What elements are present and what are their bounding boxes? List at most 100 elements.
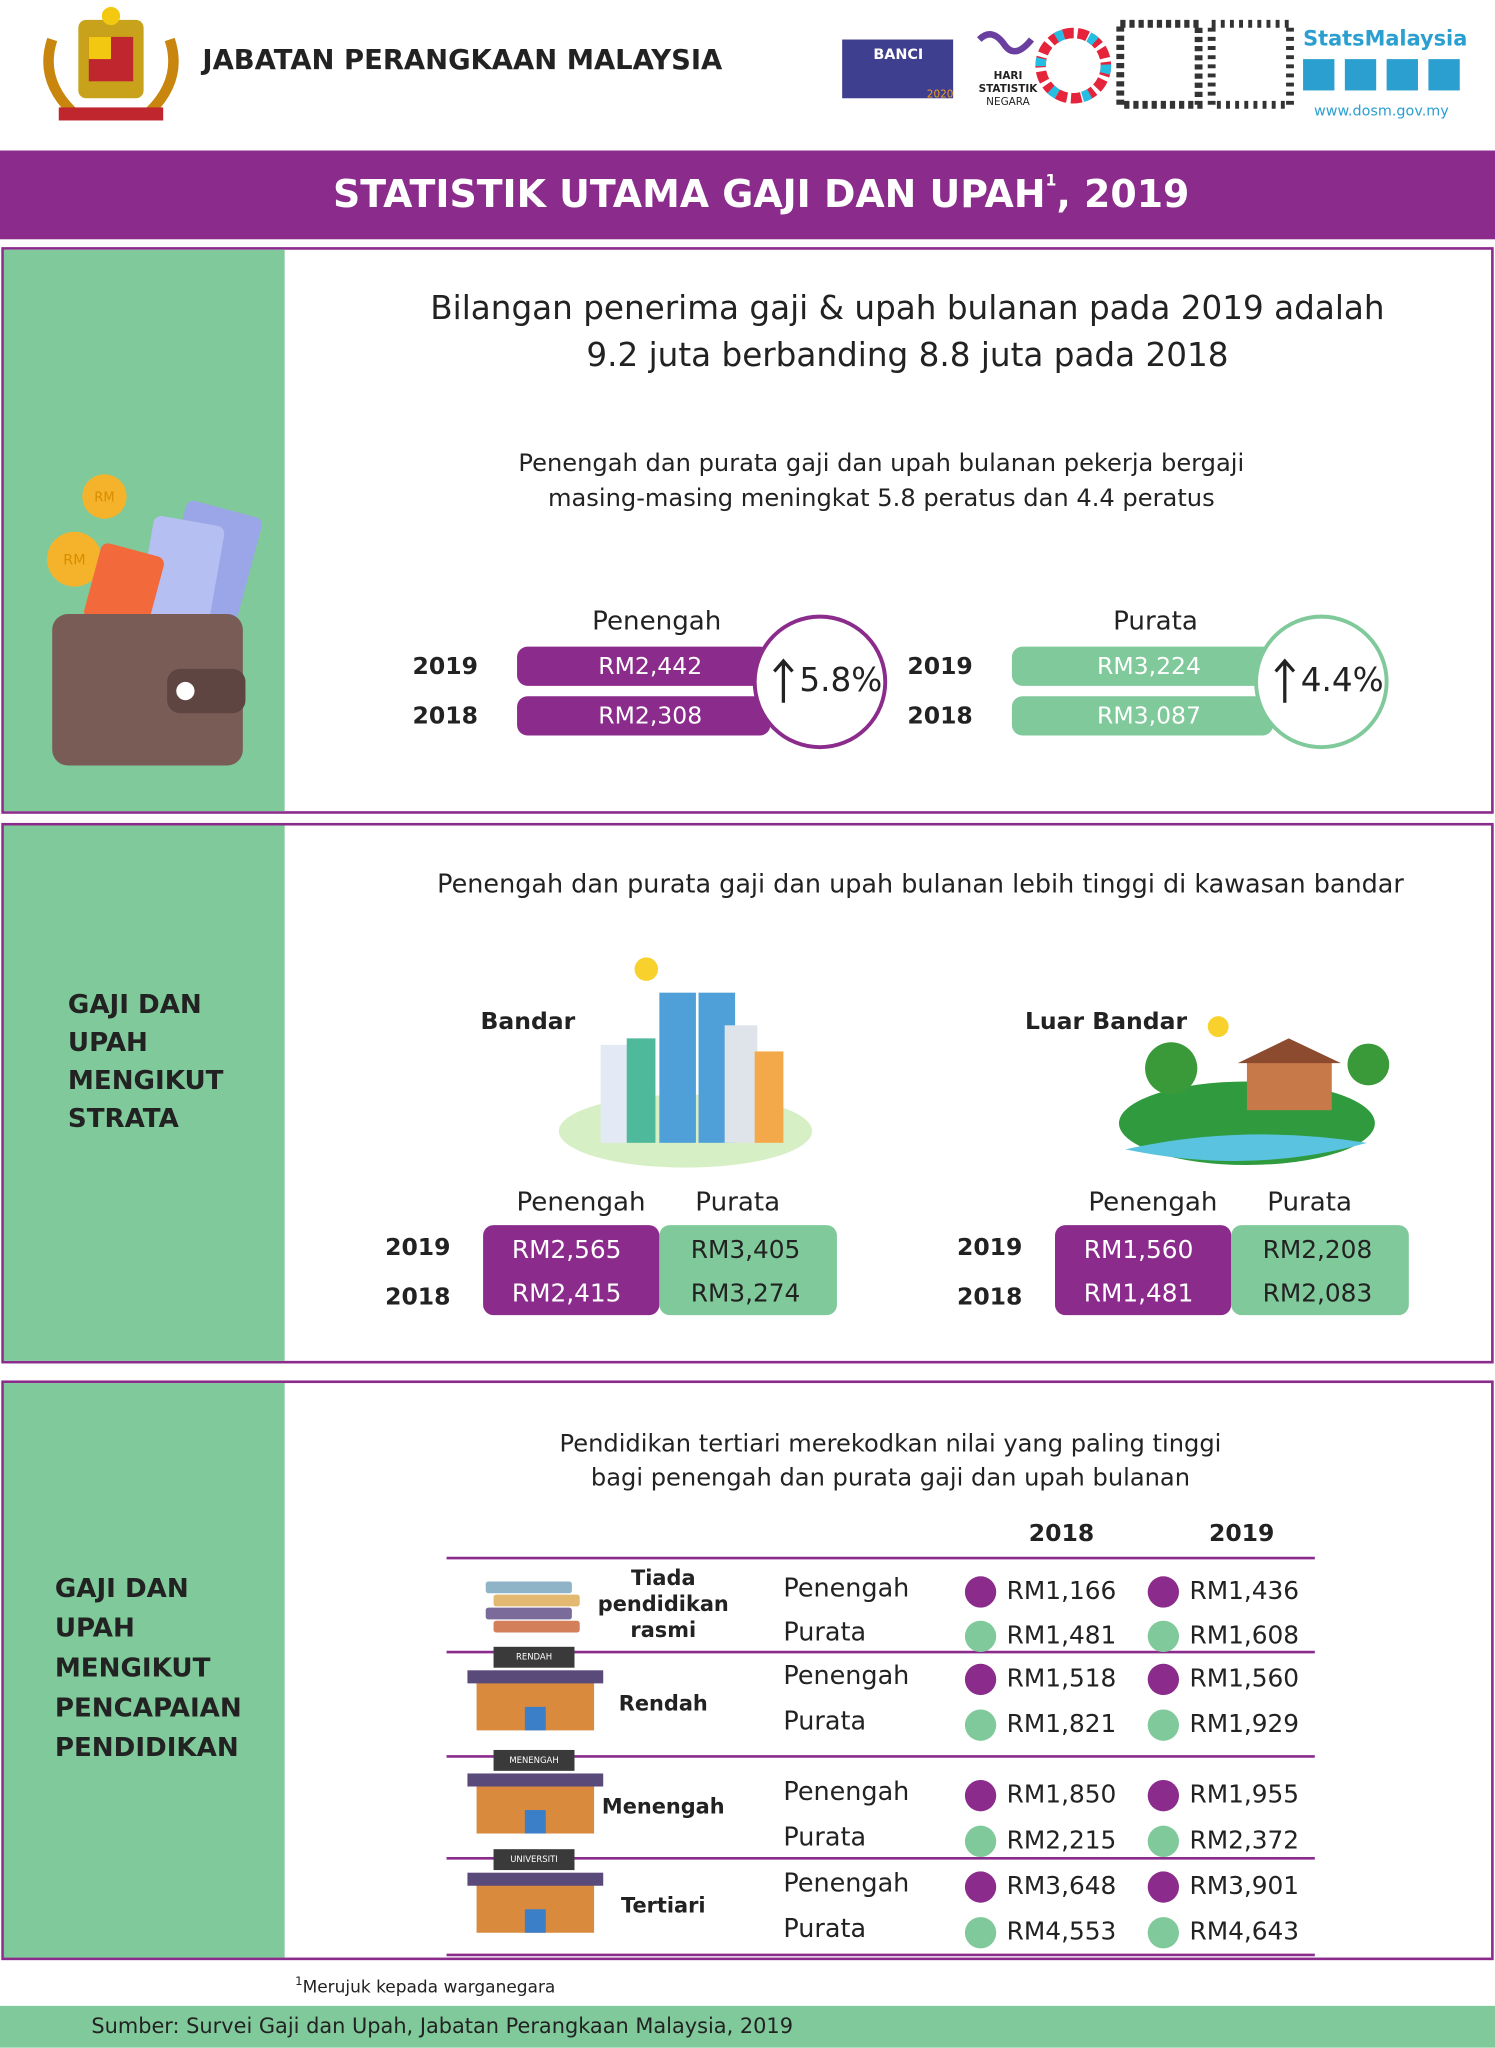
value: RM1,955 [1189, 1780, 1299, 1809]
value-bar [1011, 646, 1274, 686]
dot [964, 1576, 997, 1608]
stat-label: Penengah [783, 1573, 909, 1603]
area-label: Luar Bandar [1025, 1007, 1188, 1035]
side-title: STRATA [68, 1104, 180, 1134]
year: 2018 [413, 702, 478, 730]
value: RM1,518 [1007, 1663, 1117, 1692]
book [485, 1581, 572, 1594]
side-title: MENGIKUT [55, 1654, 211, 1684]
stat-label: Purata [783, 1707, 866, 1737]
value: RM2,372 [1189, 1825, 1299, 1854]
book [485, 1607, 572, 1620]
sign-board [493, 1646, 575, 1668]
change-circle [1254, 614, 1389, 750]
area-label: Bandar [480, 1007, 575, 1035]
sign-board [493, 1749, 575, 1771]
year: 2019 [957, 1233, 1022, 1261]
tree [1347, 1043, 1390, 1086]
dot [1147, 1663, 1180, 1696]
value: RM1,850 [1007, 1780, 1117, 1809]
up-arrow [773, 658, 794, 703]
source: Sumber: Survei Gaji dan Upah, Jabatan Pe… [91, 2014, 793, 2038]
value: RM1,560 [1084, 1235, 1194, 1264]
value-bar [517, 646, 771, 686]
column-label: Purata [1113, 606, 1198, 636]
source-band [0, 2005, 1495, 2048]
coat-of-arms [43, 6, 179, 121]
logo-text: HARI [994, 70, 1023, 82]
year: 2019 [413, 652, 478, 680]
building [754, 1051, 784, 1143]
value: RM1,560 [1189, 1663, 1299, 1692]
group-label: Rendah [619, 1691, 708, 1715]
value: RM4,553 [1007, 1917, 1117, 1946]
value: RM3,648 [1007, 1871, 1117, 1900]
sun [1207, 1016, 1229, 1038]
stat-label: Purata [783, 1914, 866, 1944]
footnote: 1Merujuk kepada warganegara [295, 1974, 555, 1998]
org-name: JABATAN PERANGKAAN MALAYSIA [200, 45, 723, 76]
value: RM1,481 [1007, 1620, 1117, 1649]
year: 2019 [907, 652, 972, 680]
median-box [1054, 1225, 1232, 1316]
school-door [524, 1810, 546, 1834]
value: RM3,901 [1189, 1871, 1299, 1900]
dot [964, 1825, 997, 1858]
school-roof [467, 1872, 604, 1886]
value: RM2,442 [598, 652, 702, 680]
headline: Pendidikan tertiari merekodkan nilai yan… [560, 1429, 1222, 1457]
value: RM4,643 [1189, 1917, 1299, 1946]
dot [964, 1663, 997, 1696]
dot [964, 1709, 997, 1741]
year: 2019 [385, 1233, 450, 1261]
headline: bagi penengah dan purata gaji dan upah b… [591, 1463, 1190, 1491]
value: RM3,405 [691, 1235, 801, 1264]
value: RM1,166 [1007, 1576, 1117, 1605]
value: RM2,215 [1007, 1825, 1117, 1854]
year-header: 2018 [1029, 1519, 1094, 1547]
building [724, 1025, 758, 1143]
wallet-icon: RM RM [47, 474, 262, 766]
building [659, 992, 696, 1143]
column-label: Penengah [592, 606, 721, 636]
column-label: Purata [695, 1187, 780, 1217]
column-label: Purata [1267, 1187, 1352, 1217]
title: STATISTIK UTAMA GAJI DAN UPAH1, 2019 [333, 170, 1189, 216]
dot [964, 1917, 997, 1949]
building [626, 1038, 656, 1143]
value-bar [517, 696, 771, 736]
logo-text: BANCI [873, 47, 923, 63]
headline: 9.2 juta berbanding 8.8 juta pada 2018 [586, 336, 1228, 374]
river [1125, 1134, 1368, 1161]
subline: Penengah dan purata gaji dan upah bulana… [518, 449, 1244, 477]
value: RM3,274 [691, 1278, 801, 1307]
book [493, 1620, 580, 1633]
stat-label: Penengah [783, 1777, 909, 1807]
stat-label: Penengah [783, 1661, 909, 1691]
group-label: pendidikan [598, 1592, 729, 1616]
value: RM2,308 [598, 702, 702, 730]
group-label: Menengah [602, 1794, 725, 1818]
subline: masing-masing meningkat 5.8 peratus dan … [548, 484, 1215, 512]
dot [1147, 1779, 1180, 1812]
side-panel [3, 1383, 285, 1958]
year: 2018 [385, 1283, 450, 1311]
school-roof [467, 1773, 604, 1787]
side-title: GAJI DAN [68, 990, 202, 1020]
value: RM1,481 [1084, 1278, 1194, 1307]
sign-text: MENENGAH [509, 1755, 558, 1765]
mean-box [659, 1225, 837, 1316]
change: 5.8% [799, 661, 882, 699]
median-box [483, 1225, 660, 1316]
dot [1147, 1917, 1180, 1949]
sign-text: RENDAH [516, 1652, 552, 1662]
sign-text: UNIVERSITI [510, 1854, 558, 1864]
value: RM3,224 [1097, 652, 1201, 680]
column-label: Penengah [1088, 1187, 1217, 1217]
stat-label: Penengah [783, 1868, 909, 1898]
school-door [524, 1706, 546, 1731]
dot [964, 1871, 997, 1903]
year-header: 2019 [1209, 1519, 1274, 1547]
dot [1147, 1825, 1180, 1858]
value: RM2,565 [512, 1235, 622, 1264]
